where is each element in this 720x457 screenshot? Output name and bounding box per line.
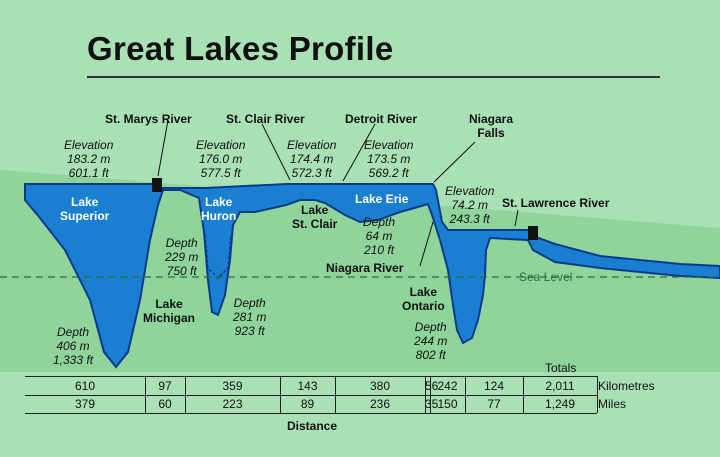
st-marys-lock	[152, 178, 162, 192]
lake-superior-label: Lake Superior	[60, 195, 110, 223]
distance-label: Distance	[287, 419, 338, 433]
sea-level-label: Sea Level	[519, 270, 573, 284]
elevation-huron: Elevation 176.0 m 577.5 ft	[196, 138, 246, 180]
table-column-divider	[280, 376, 281, 413]
elevation-st-clair: Elevation 174.4 m 572.3 ft	[287, 138, 337, 180]
table-mid-rule	[25, 395, 597, 396]
table-bottom-rule	[25, 413, 597, 414]
distance-cell-km: 2,011	[545, 379, 575, 393]
distance-cell-km: 242	[437, 379, 458, 393]
huron-basin-outline	[204, 234, 232, 280]
depth-superior: Depth 406 m 1,333 ft	[53, 325, 94, 367]
table-column-divider	[335, 376, 336, 413]
detroit-river-label: Detroit River	[345, 112, 418, 126]
distance-cell-km: 610	[74, 379, 96, 393]
title-underline	[87, 76, 660, 78]
distance-cell-mi: 150	[437, 397, 458, 411]
table-top-rule	[25, 376, 597, 377]
lake-water-profile	[24, 183, 720, 369]
distance-cell-mi: 77	[487, 397, 501, 411]
totals-label: Totals	[545, 361, 577, 375]
niagara-falls-label: Niagara Falls	[469, 112, 514, 140]
page-title: Great Lakes Profile	[87, 30, 394, 67]
elevation-erie: Elevation 173.5 m 569.2 ft	[364, 138, 414, 180]
distance-cell-mi: 223	[222, 397, 243, 411]
distance-cell-mi: 89	[300, 397, 315, 411]
leader-lines	[157, 119, 519, 267]
st-lawrence-lock	[528, 226, 538, 240]
lake-ontario-label: Lake Ontario	[402, 285, 445, 313]
lake-huron-label: Lake Huron	[201, 195, 237, 223]
distance-cell-km: 359	[222, 379, 243, 393]
table-column-divider	[465, 376, 466, 413]
unit-miles: Miles	[598, 397, 627, 411]
table-column-divider	[145, 376, 146, 413]
niagara-river-label: Niagara River	[326, 261, 404, 275]
elevation-ontario: Elevation 74.2 m 243.3 ft	[445, 184, 495, 226]
table-column-divider	[430, 376, 431, 413]
lake-michigan-label: Lake Michigan	[143, 297, 196, 325]
distance-cell-km: 124	[483, 379, 505, 393]
depth-ontario: Depth 244 m 802 ft	[414, 320, 448, 362]
depth-erie: Depth 64 m 210 ft	[363, 215, 396, 257]
st-marys-river-label: St. Marys River	[105, 112, 192, 126]
depth-huron: Depth 229 m 750 ft	[165, 236, 199, 278]
distance-cell-mi: 1,249	[544, 397, 576, 411]
depth-michigan: Depth 281 m 923 ft	[233, 296, 267, 338]
distance-cell-km: 143	[297, 379, 318, 393]
unit-kilometres: Kilometres	[598, 379, 655, 393]
ground-land	[0, 170, 720, 372]
distance-cell-mi: 236	[369, 397, 391, 411]
distance-cell-mi: 379	[74, 397, 96, 411]
st-clair-river-label: St. Clair River	[226, 112, 305, 126]
elevation-superior: Elevation 183.2 m 601.1 ft	[64, 138, 114, 180]
table-end-divider	[597, 376, 598, 413]
distance-cell-km: 97	[158, 379, 172, 393]
table-column-divider	[523, 376, 524, 413]
lake-st-clair-label: Lake St. Clair	[292, 203, 338, 231]
lake-erie-label: Lake Erie	[355, 192, 409, 206]
st-lawrence-river-label: St. Lawrence River	[502, 196, 610, 210]
distance-cell-mi: 60	[158, 397, 172, 411]
distance-cell-km: 380	[369, 379, 391, 393]
table-column-divider	[185, 376, 186, 413]
table-column-divider	[425, 376, 426, 413]
